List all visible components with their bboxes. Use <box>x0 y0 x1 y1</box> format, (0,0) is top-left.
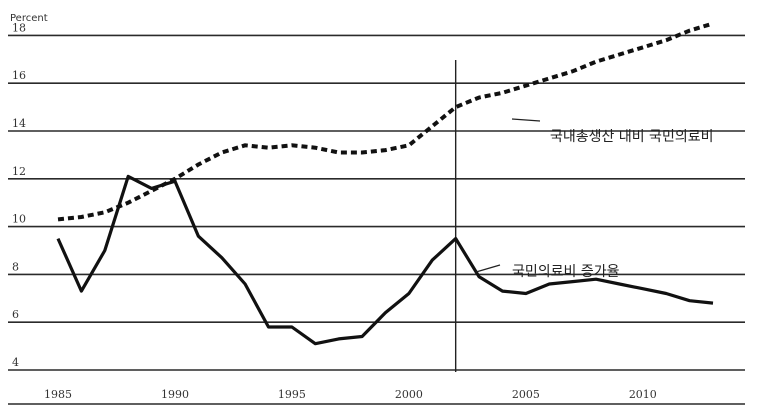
series-layer <box>56 21 714 372</box>
leader-line-gdp-ratio <box>511 118 541 122</box>
x-tick-2005: 2005 <box>512 388 540 401</box>
annotation-gdp-ratio: 국내총생산 대비 국민의료비 <box>550 129 713 145</box>
x-tick-2010: 2010 <box>629 388 657 401</box>
x-tick-labels: 1985 1990 1995 2000 2005 2010 <box>44 388 657 401</box>
x-tick-1990: 1990 <box>161 388 189 401</box>
y-tick-18: 18 <box>12 21 26 34</box>
annotations: 국내총생산 대비 국민의료비 국민의료비 증가율 <box>475 118 713 280</box>
y-tick-12: 12 <box>12 165 26 178</box>
series-line-1 <box>56 174 714 346</box>
x-tick-1985: 1985 <box>44 388 72 401</box>
y-tick-labels: 4 6 8 10 12 14 16 18 <box>12 21 26 369</box>
x-tick-1995: 1995 <box>278 388 306 401</box>
y-tick-4: 4 <box>12 356 19 369</box>
y-tick-8: 8 <box>12 260 19 273</box>
y-tick-14: 14 <box>12 117 26 130</box>
series-line-0 <box>57 21 714 222</box>
x-tick-2000: 2000 <box>395 388 423 401</box>
annotation-growth-rate: 국민의료비 증가율 <box>512 264 620 280</box>
gridlines <box>8 34 745 405</box>
y-tick-16: 16 <box>12 69 26 82</box>
leader-line-growth-rate <box>475 264 501 273</box>
y-tick-10: 10 <box>12 213 26 226</box>
y-axis-unit-label: Percent <box>10 13 48 24</box>
y-tick-6: 6 <box>12 308 19 321</box>
